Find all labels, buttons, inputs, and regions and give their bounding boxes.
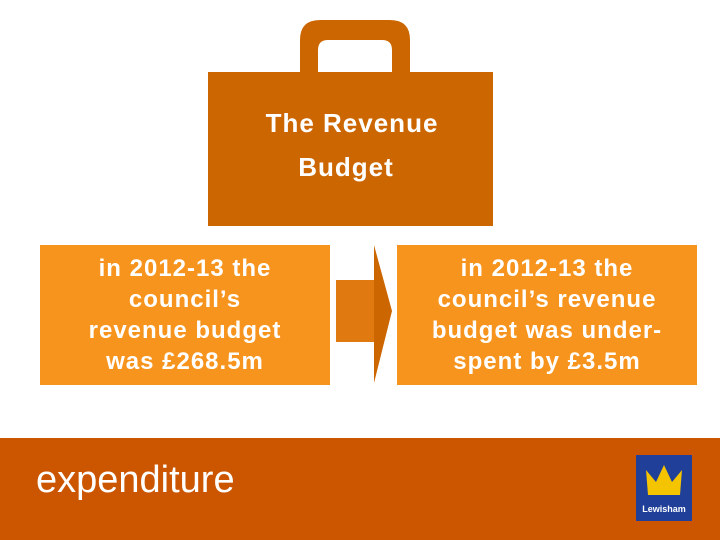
text-line: spent by £3.5m: [453, 348, 641, 375]
briefcase-title: Budget: [298, 152, 394, 182]
arrow-body: [336, 280, 376, 342]
footer-band: [0, 438, 720, 540]
left-box: in 2012-13 the council’s revenue budget …: [40, 245, 330, 385]
text-line: budget was under-: [431, 317, 663, 344]
text-line: council’s: [128, 286, 242, 313]
text-line: in 2012-13 the: [460, 255, 634, 282]
text-line: council’s revenue: [437, 286, 657, 313]
logo-text: Lewisham: [642, 504, 686, 514]
briefcase: [208, 72, 493, 226]
text-line: was £268.5m: [106, 348, 264, 375]
right-box: in 2012-13 the council’s revenue budget …: [397, 245, 697, 385]
logo-crown: [646, 465, 682, 495]
text-line: revenue budget: [88, 317, 282, 344]
text-line: in 2012-13 the: [98, 255, 272, 282]
briefcase-handle: [300, 20, 410, 72]
briefcase-title: The Revenue: [266, 108, 439, 138]
arrow-head: [374, 245, 392, 383]
footer-label: expenditure: [36, 459, 235, 501]
